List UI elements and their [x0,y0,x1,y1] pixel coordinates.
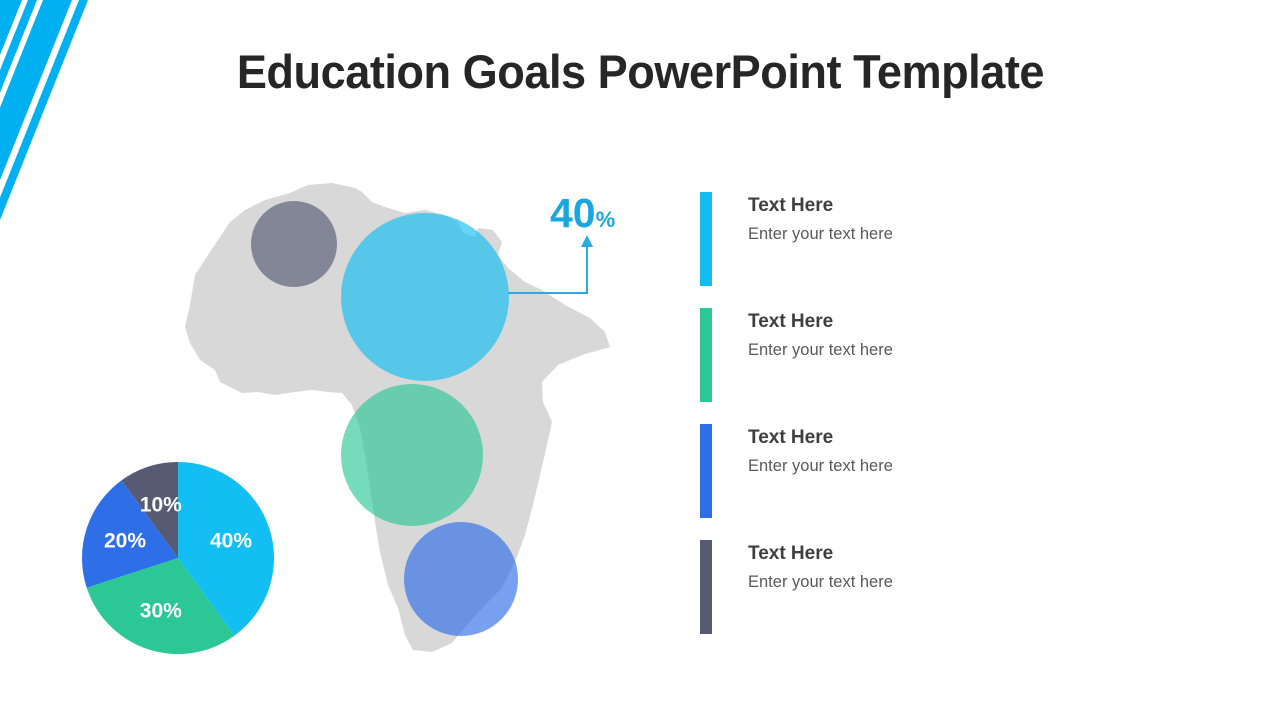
item-bar-3 [700,424,712,518]
pie-slice-40pct[interactable] [178,462,275,636]
slide-title[interactable]: Education Goals PowerPoint Template [236,45,1044,98]
text-item-4[interactable]: Text Here Enter your text here [700,540,1120,634]
item-subtitle[interactable]: Enter your text here [748,225,893,243]
item-text-3: Text Here Enter your text here [748,424,893,518]
pie-slice-label: 30% [140,600,182,623]
stripe-1 [0,0,22,55]
text-item-3[interactable]: Text Here Enter your text here [700,424,1120,518]
item-title[interactable]: Text Here [748,195,834,216]
connector-line [508,243,588,294]
map-bubbles [251,201,518,636]
text-item-list: Text Here Enter your text here Text Here… [700,192,1120,656]
map-bubble-blue[interactable] [404,522,518,636]
pie-chart: 40% 30% 20% 10% [81,462,275,655]
item-title[interactable]: Text Here [748,543,834,564]
item-text-2: Text Here Enter your text here [748,308,893,402]
item-title[interactable]: Text Here [748,311,834,332]
stripe-4 [0,0,88,220]
item-subtitle[interactable]: Enter your text here [748,457,893,475]
item-bar-2 [700,308,712,402]
item-text-4: Text Here Enter your text here [748,540,893,634]
stripe-3 [0,0,72,180]
text-item-2[interactable]: Text Here Enter your text here [700,308,1120,402]
callout-value: 40 [550,190,596,236]
pie-slice-label: 10% [140,494,182,517]
callout-connector [508,235,593,294]
pie-slice-label: 20% [104,529,146,552]
map-bubble-gray[interactable] [251,201,337,287]
callout-label[interactable]: 40% [550,190,615,237]
item-text-1: Text Here Enter your text here [748,192,893,286]
item-bar-4 [700,540,712,634]
stripe-2 [0,0,37,93]
item-subtitle[interactable]: Enter your text here [748,341,893,359]
text-item-1[interactable]: Text Here Enter your text here [700,192,1120,286]
pie-slice-label: 40% [210,529,252,552]
callout-unit: % [595,207,616,232]
map-bubble-green[interactable] [341,384,483,526]
slide-title-box: Education Goals PowerPoint Template [0,44,1280,99]
connector-arrowhead-icon [581,235,593,247]
pie-slice-30pct[interactable] [86,558,235,655]
pie-slice-10pct[interactable] [121,462,178,558]
map-bubble-cyan[interactable] [341,213,509,381]
corner-stripes [0,0,88,220]
item-bar-1 [700,192,712,286]
item-title[interactable]: Text Here [748,427,834,448]
item-subtitle[interactable]: Enter your text here [748,573,893,591]
pie-slice-20pct[interactable] [81,480,178,588]
